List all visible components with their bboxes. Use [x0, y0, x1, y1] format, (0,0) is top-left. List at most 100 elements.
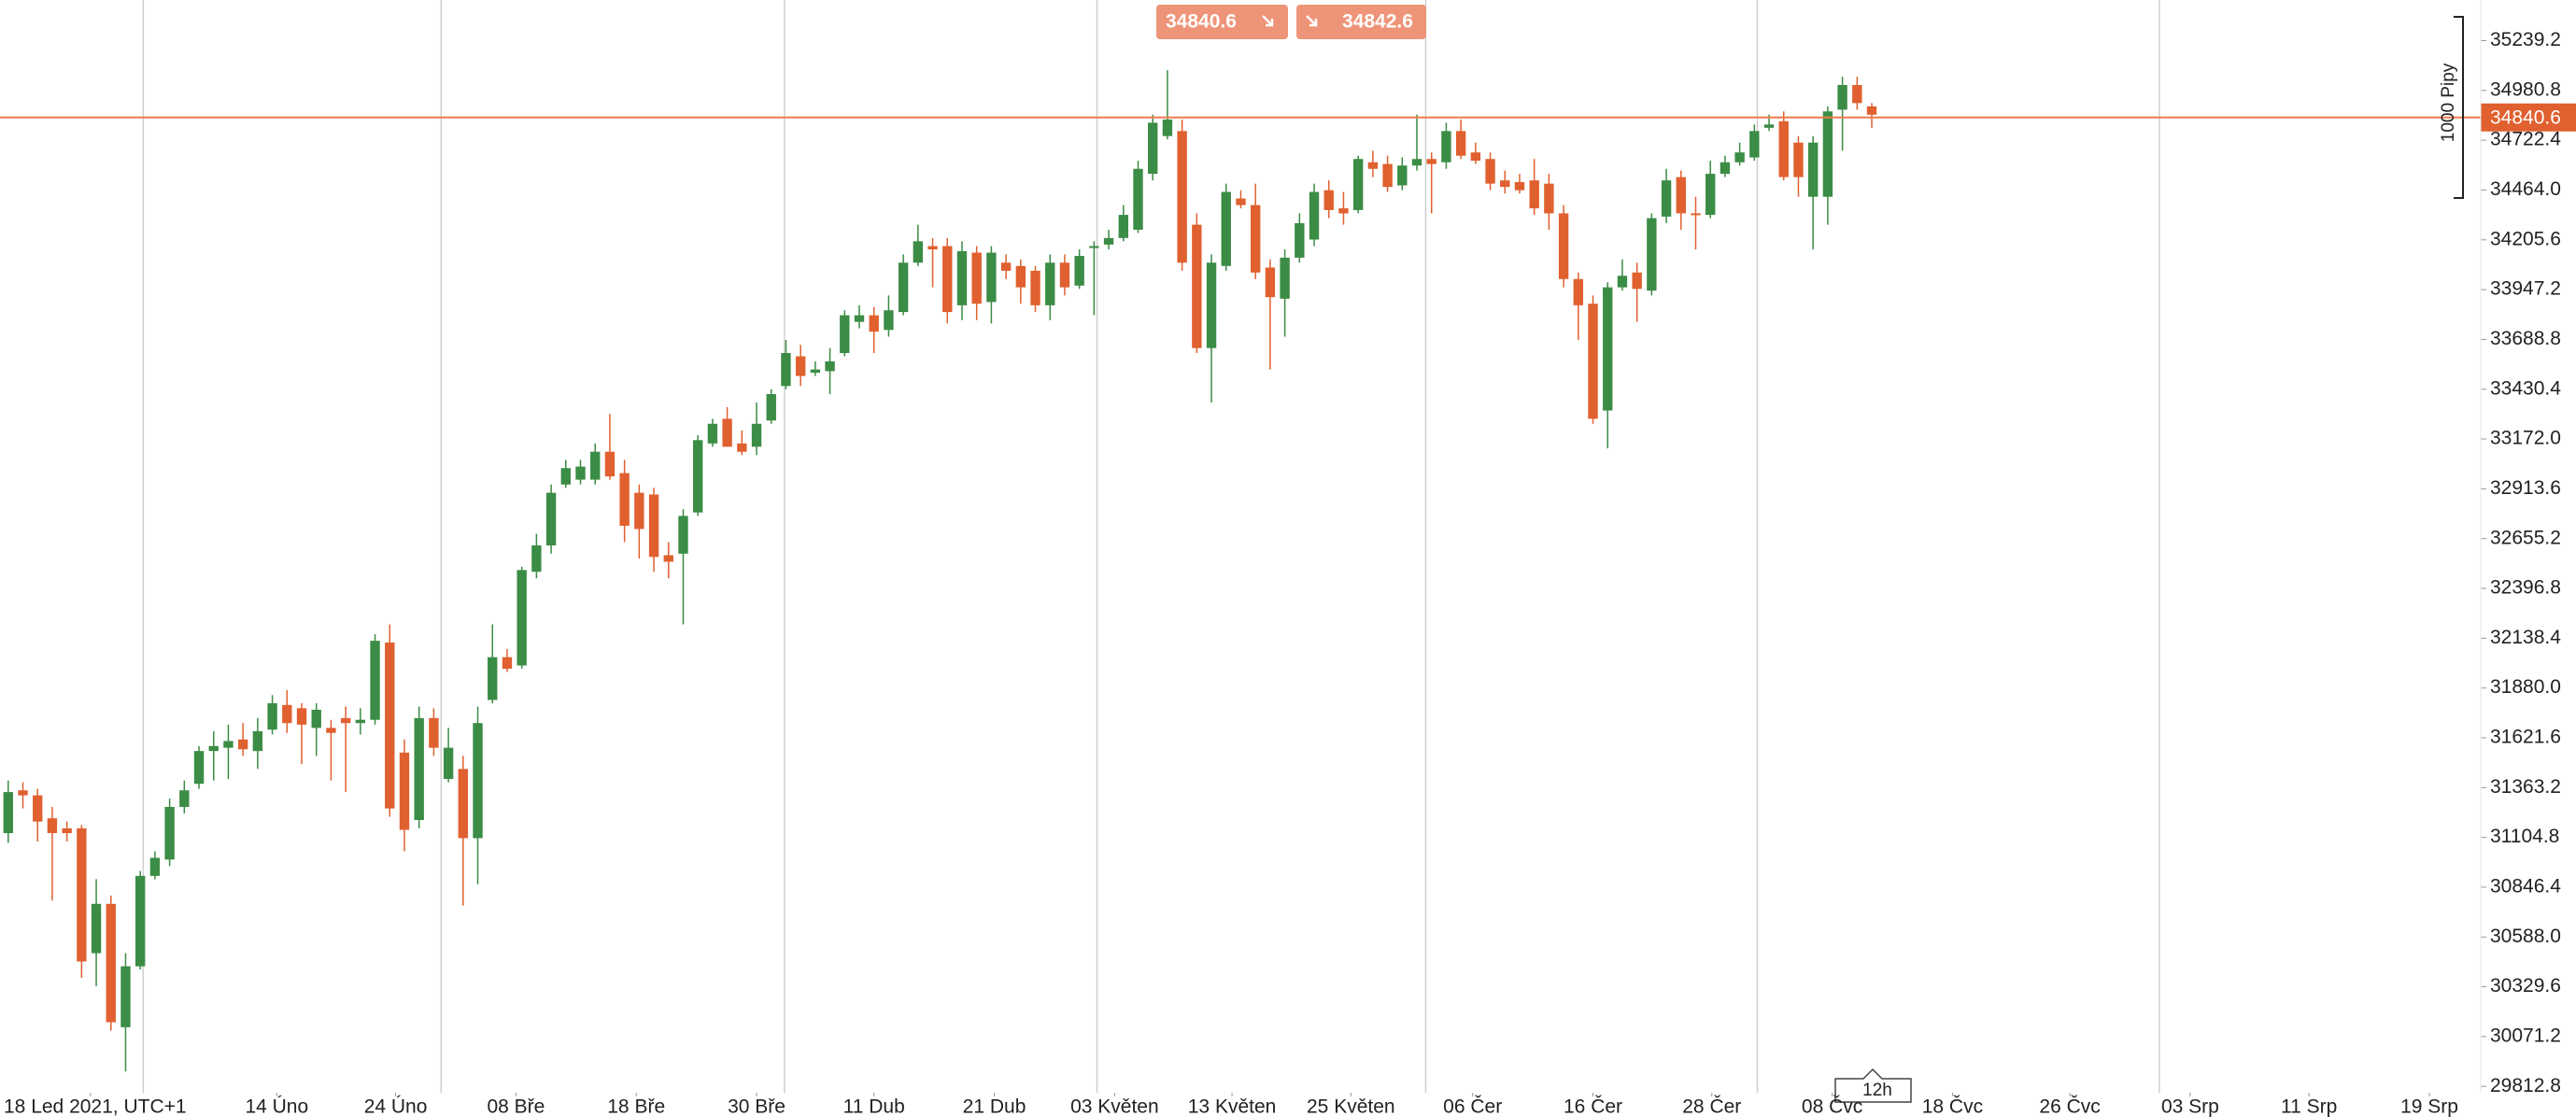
candle-body [545, 492, 557, 545]
timeframe-frame[interactable] [1834, 1068, 1912, 1103]
candle-body [193, 751, 205, 785]
price-label: 34840.6 [2490, 106, 2561, 128]
candle-body [340, 717, 351, 724]
candle-body [1617, 276, 1628, 288]
x-tick-label: 26 Čvc [2039, 1096, 2100, 1117]
candle-body [223, 741, 234, 748]
candle-body [1749, 131, 1760, 158]
candle-body [1632, 272, 1642, 290]
x-tick-label: 30 Bře [728, 1096, 786, 1117]
x-tick-label: 08 Čvc [1802, 1096, 1862, 1117]
candle-body [385, 642, 395, 809]
candle-body [1206, 262, 1217, 348]
candle-body [1280, 257, 1290, 299]
candle-body [1778, 120, 1789, 177]
y-tick-label: 31621.6 [2490, 727, 2561, 748]
candle-body [237, 739, 248, 750]
candle-body [1323, 190, 1334, 210]
bid-box-bg[interactable] [1156, 5, 1288, 39]
ask-price[interactable]: 34842.6 [1342, 11, 1413, 33]
candle-body [1265, 267, 1276, 298]
candle-body [149, 857, 161, 876]
y-tick-label: 33688.8 [2490, 328, 2561, 349]
x-tick-label: 13 Květen [1188, 1096, 1277, 1117]
candle-body [473, 723, 483, 839]
candle-body [604, 451, 616, 477]
x-tick-label: 24 Úno [364, 1096, 428, 1117]
candle-body [781, 353, 791, 387]
candle-body [1455, 131, 1466, 156]
x-tick-label: 14 Úno [245, 1096, 308, 1117]
candle-body [693, 440, 703, 513]
candle-body [663, 555, 673, 562]
candle-body [502, 657, 513, 670]
candle-body [1045, 262, 1055, 305]
ask-box-bg[interactable] [1296, 5, 1426, 39]
y-tick-label: 34464.0 [2490, 178, 2561, 200]
candle-body [1192, 224, 1202, 348]
y-tick-label: 34980.8 [2490, 78, 2561, 100]
y-tick-label: 35239.2 [2490, 29, 2561, 50]
candle-body [1089, 246, 1099, 248]
x-tick-label: 21 Dub [963, 1096, 1026, 1117]
candle-body [971, 252, 982, 304]
candle-body [1382, 163, 1393, 188]
candle-body [1588, 304, 1598, 419]
x-tick-label: 18 Led 2021, UTC+1 [4, 1096, 187, 1117]
x-tick-label: 08 Bře [487, 1096, 545, 1117]
candle-body [3, 792, 13, 834]
candle-body [370, 641, 380, 720]
x-tick-label: 16 Čer [1564, 1096, 1622, 1117]
candle-body [575, 466, 586, 480]
candle-body [1441, 131, 1451, 163]
x-tick-label: 18 Bře [607, 1096, 665, 1117]
y-tick-label: 32913.6 [2490, 477, 2561, 499]
y-tick-label: 32396.8 [2490, 577, 2561, 599]
candle-body [1236, 198, 1246, 205]
candle-body [869, 315, 879, 332]
candle-body [120, 966, 131, 1027]
timeframe-label[interactable]: 12h [1862, 1081, 1892, 1100]
candle-body [1573, 278, 1583, 305]
y-tick-label: 31104.8 [2490, 826, 2559, 847]
candle-body [326, 728, 336, 733]
candle-body [1500, 180, 1510, 188]
candle-body [722, 418, 732, 447]
candle-body [1603, 287, 1613, 411]
bid-box[interactable]: 34840.6 [1156, 5, 1288, 39]
candle-body [751, 423, 762, 447]
candle-body [1015, 265, 1026, 288]
y-tick-label: 32138.4 [2490, 627, 2561, 648]
candle-body [1309, 191, 1320, 240]
candle-body [1148, 122, 1158, 175]
candle-body [1807, 142, 1819, 197]
candle-body [267, 702, 277, 730]
ask-box[interactable]: 34842.6 [1296, 5, 1426, 39]
candle-body [1485, 159, 1495, 184]
y-tick-label: 31363.2 [2490, 776, 2561, 798]
candle-body [1852, 85, 1862, 104]
y-tick-label: 32655.2 [2490, 527, 2561, 548]
candle-body [429, 717, 439, 748]
candle-body [1676, 177, 1686, 214]
candle-body [766, 393, 776, 421]
candle-body [1162, 119, 1173, 136]
candle-body [1426, 159, 1437, 164]
candle-body [208, 745, 219, 752]
candle-body [47, 818, 58, 834]
x-tick-label: 18 Čvc [1922, 1096, 1983, 1117]
candle-body [1558, 213, 1569, 279]
timeframe-box[interactable]: 12h [1834, 1068, 1912, 1103]
x-tick-label: 06 Čer [1443, 1096, 1502, 1117]
candle-body [956, 250, 968, 305]
candle-body [355, 719, 366, 724]
candle-body [1367, 162, 1379, 169]
candle-body [810, 369, 821, 374]
candle-body [414, 717, 424, 821]
candle-body [619, 473, 630, 526]
bid-price[interactable]: 34840.6 [1166, 11, 1237, 33]
candle-body [1059, 262, 1070, 288]
candle-body [1397, 165, 1408, 186]
candle-body [1470, 152, 1481, 162]
